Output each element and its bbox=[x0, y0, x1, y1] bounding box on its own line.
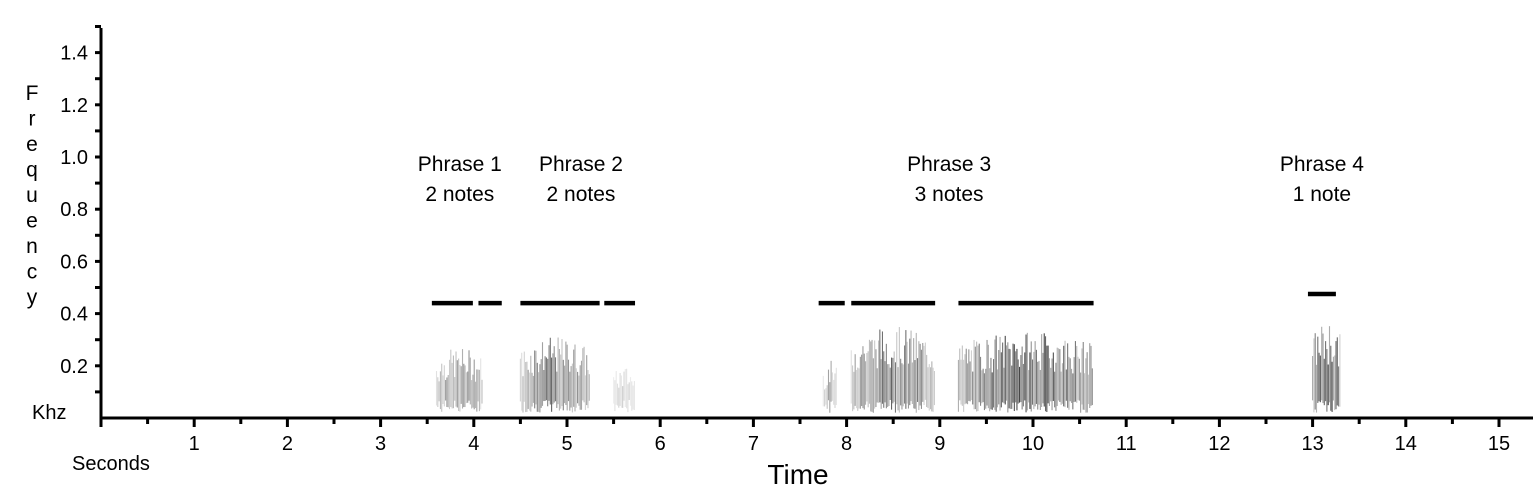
energy-segment bbox=[435, 349, 483, 412]
y-axis-title-letter: q bbox=[26, 159, 38, 182]
y-tick-label: 0.2 bbox=[60, 356, 88, 378]
energy-segment bbox=[613, 368, 635, 413]
x-tick-label: 5 bbox=[561, 433, 572, 455]
y-tick-label: 1.0 bbox=[60, 147, 88, 169]
y-tick-label: 1.4 bbox=[60, 43, 88, 65]
axes bbox=[99, 28, 1533, 420]
x-tick-label: 4 bbox=[468, 433, 479, 455]
x-tick-label: 14 bbox=[1395, 433, 1417, 455]
y-tick-label: 0.6 bbox=[60, 251, 88, 273]
y-tick-label: 1.2 bbox=[60, 95, 88, 117]
spectrogram-energy bbox=[435, 326, 1341, 413]
phrase-name: Phrase 3 bbox=[907, 153, 991, 176]
x-tick-label: 2 bbox=[282, 433, 293, 455]
y-axis-title-letter: y bbox=[27, 286, 38, 309]
x-tick-label: 9 bbox=[934, 433, 945, 455]
energy-segment bbox=[519, 337, 590, 413]
y-ticks: 0.2 0.4 0.6 0.8 1.0 1.2 1.4 bbox=[60, 25, 101, 394]
phrase-name: Phrase 2 bbox=[539, 153, 623, 176]
y-tick-label: 0.4 bbox=[60, 304, 88, 326]
phrase-labels: Phrase 1 2 notes Phrase 2 2 notes Phrase 3 3 … bbox=[418, 153, 1364, 206]
phrase-name: Phrase 4 bbox=[1280, 153, 1364, 176]
energy-segment bbox=[1312, 326, 1341, 413]
x-unit-label: Seconds bbox=[72, 453, 150, 475]
y-axis-title-letter: n bbox=[26, 235, 38, 258]
y-axis-title-letter: r bbox=[29, 108, 36, 131]
y-axis-title-letter: c bbox=[27, 261, 38, 284]
y-axis-title-letter: e bbox=[26, 133, 38, 156]
y-tick-label: 0.8 bbox=[60, 199, 88, 221]
energy-segment bbox=[850, 327, 936, 413]
x-tick-label: 3 bbox=[375, 433, 386, 455]
x-axis-title: Time bbox=[767, 459, 828, 490]
x-ticks: 1 2 3 4 5 6 7 8 9 10 11 12 13 14 15 bbox=[99, 418, 1510, 455]
y-unit-label: Khz bbox=[32, 402, 66, 424]
energy-segment bbox=[822, 360, 837, 413]
x-tick-label: 11 bbox=[1116, 433, 1137, 455]
y-axis-title-letter: u bbox=[26, 184, 38, 207]
phrase-notes: 1 note bbox=[1293, 183, 1351, 206]
phrase-notes: 2 notes bbox=[425, 183, 494, 206]
phrase-name: Phrase 1 bbox=[418, 153, 502, 176]
y-axis-title-letter: F bbox=[26, 82, 39, 105]
x-tick-label: 12 bbox=[1208, 433, 1230, 455]
x-tick-label: 1 bbox=[189, 433, 200, 455]
phrase-notes: 3 notes bbox=[915, 183, 984, 206]
x-tick-label: 6 bbox=[655, 433, 666, 455]
energy-segment bbox=[957, 332, 1093, 413]
x-tick-label: 15 bbox=[1488, 433, 1510, 455]
x-tick-label: 10 bbox=[1022, 433, 1044, 455]
y-axis-title-letter: e bbox=[26, 210, 38, 233]
x-tick-label: 13 bbox=[1301, 433, 1323, 455]
x-tick-label: 7 bbox=[748, 433, 759, 455]
x-tick-label: 8 bbox=[841, 433, 852, 455]
phrase-bars bbox=[431, 291, 1336, 306]
phrase-notes: 2 notes bbox=[547, 183, 616, 206]
